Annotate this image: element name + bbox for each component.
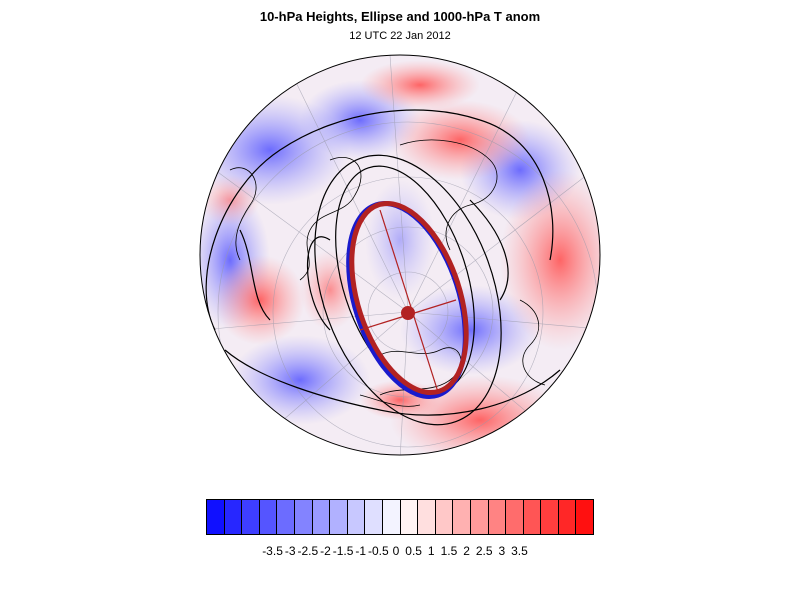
colorbar-swatch (488, 500, 507, 534)
colorbar-swatch (418, 500, 436, 534)
colorbar-swatch (277, 500, 295, 534)
colorbar-tick-label: 2.5 (475, 544, 493, 558)
chart-subtitle: 12 UTC 22 Jan 2012 (349, 30, 451, 42)
colorbar-swatch (506, 500, 524, 534)
colorbar-tick-label: -1 (355, 544, 367, 558)
globe-outline (199, 54, 601, 456)
colorbar-swatch (576, 500, 594, 534)
colorbar-swatch (541, 500, 559, 534)
colorbar-swatch (365, 500, 383, 534)
chart-title: 10-hPa Heights, Ellipse and 1000-hPa T a… (259, 9, 541, 24)
colorbar (206, 499, 594, 535)
colorbar-labels: -3.5 -3 -2.5 -2 -1.5 -1 -0.5 0 0.5 1 1.5 2 2.5 3 3.5 (0, 544, 800, 562)
colorbar-swatch (435, 500, 454, 534)
colorbar-tick-label: 2 (463, 544, 470, 558)
colorbar-tick-label: 3.5 (511, 544, 528, 558)
ellipse-center-dot (401, 306, 415, 320)
ellipse-inner (349, 200, 469, 396)
temperature-anomaly-field (200, 55, 600, 455)
colorbar-swatch (347, 500, 366, 534)
colorbar-tick-label: 3 (498, 544, 506, 558)
colorbar-swatch (558, 500, 577, 534)
colorbar-swatch (259, 500, 278, 534)
colorbar-tick-label: -3.5 (262, 544, 283, 558)
colorbar-swatch (400, 500, 419, 534)
colorbar-swatch (523, 500, 542, 534)
colorbar-swatch (294, 500, 313, 534)
colorbar-tick-label: 1.5 (440, 544, 458, 558)
colorbar-tick-label: -1.5 (332, 544, 354, 558)
colorbar-tick-label: 0.5 (405, 544, 422, 558)
colorbar-tick-label: -2 (320, 544, 331, 558)
colorbar-swatch (330, 500, 348, 534)
colorbar-swatch (242, 500, 260, 534)
colorbar-tick-label: 0 (392, 544, 400, 558)
colorbar-swatch (382, 500, 401, 534)
colorbar-tick-label: -2.5 (297, 544, 319, 558)
ellipse-major-axis (379, 209, 439, 393)
colorbar-swatch (312, 500, 331, 534)
colorbar-tick-label: -0.5 (368, 544, 389, 558)
colorbar-swatch (470, 500, 489, 534)
colorbar-tick-label: -3 (284, 544, 296, 558)
colorbar-swatch (207, 500, 225, 534)
colorbar-swatch (453, 500, 471, 534)
colorbar-swatch (224, 500, 243, 534)
vortex-ellipses (346, 200, 469, 399)
colorbar-tick-label: 1 (427, 544, 435, 558)
